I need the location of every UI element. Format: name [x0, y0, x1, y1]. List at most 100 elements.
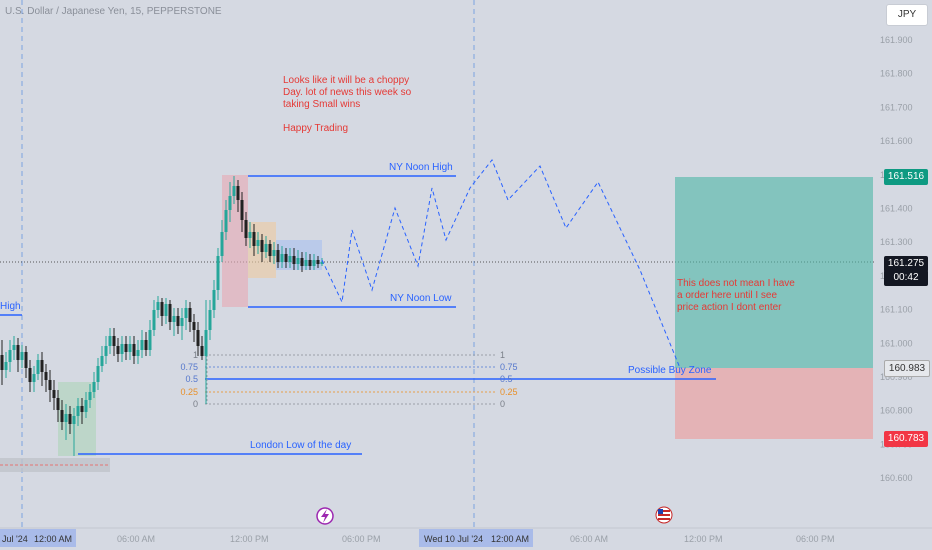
candle-body	[180, 318, 184, 326]
svg-text:0.75: 0.75	[180, 362, 198, 372]
candle-body	[248, 232, 252, 238]
candle-body	[204, 330, 208, 356]
price-axis-label: 161.800	[880, 69, 913, 79]
candle-body	[56, 398, 60, 410]
current-price-badge: 161.275	[884, 256, 928, 272]
svg-text:0.25: 0.25	[500, 387, 518, 397]
candle-body	[144, 340, 148, 350]
candle-body	[296, 258, 300, 264]
candle-body	[24, 352, 28, 368]
svg-text:Happy Trading: Happy Trading	[283, 123, 348, 134]
svg-text:0: 0	[193, 399, 198, 409]
time-left-label: Jul '24	[2, 534, 28, 544]
candle-body	[288, 256, 292, 262]
possible-buy-zone-label: Possible Buy Zone	[628, 365, 712, 376]
candle-body	[276, 250, 280, 262]
lightning-event-icon[interactable]	[316, 507, 334, 525]
candle-body	[72, 416, 76, 424]
currency-button[interactable]: JPY	[886, 4, 928, 26]
svg-text:Day. lot of news this week so: Day. lot of news this week so	[283, 87, 412, 98]
price-axis-label: 161.700	[880, 102, 913, 112]
svg-text:0: 0	[500, 399, 505, 409]
candle-body	[124, 344, 128, 352]
projected-price-path[interactable]	[321, 159, 681, 369]
candle-body	[132, 344, 136, 356]
note-right: This does not mean I have a order here u…	[677, 278, 795, 313]
candle-body	[84, 400, 88, 412]
candle-body	[36, 360, 40, 374]
candle-body	[112, 336, 116, 346]
candle-body	[224, 210, 228, 232]
us-flag-event-icon[interactable]	[655, 506, 673, 524]
price-axis-label: 160.800	[880, 406, 913, 416]
candle-body	[64, 414, 68, 422]
candle-body	[8, 350, 12, 362]
candle-body	[136, 350, 140, 356]
svg-text:12:00 PM: 12:00 PM	[230, 534, 269, 544]
candle-body	[172, 316, 176, 322]
candle-body	[212, 290, 216, 310]
svg-text:taking Small wins: taking Small wins	[283, 99, 360, 110]
candle-body	[284, 254, 288, 262]
time-axis[interactable]	[0, 528, 874, 550]
candle-body	[140, 340, 144, 350]
candle-body	[96, 366, 100, 382]
candle-body	[76, 406, 80, 416]
candle-body	[48, 380, 52, 390]
candle-body	[44, 372, 48, 380]
time-center-time: 12:00 AM	[491, 534, 529, 544]
candle-body	[88, 392, 92, 400]
candle-body	[12, 345, 16, 350]
time-axis-ticks: 06:00 AM 12:00 PM 06:00 PM 06:00 AM 12:0…	[117, 534, 835, 544]
svg-text:0.5: 0.5	[500, 374, 513, 384]
candle-body	[120, 344, 124, 354]
candle-body	[196, 330, 200, 346]
stop-zone	[675, 368, 873, 439]
candle-body	[232, 186, 236, 196]
price-axis-label: 161.000	[880, 338, 913, 348]
svg-text:12:00 PM: 12:00 PM	[684, 534, 723, 544]
svg-text:06:00 PM: 06:00 PM	[796, 534, 835, 544]
countdown-badge: 00:42	[884, 270, 928, 286]
candle-body	[128, 344, 132, 352]
candle-body	[152, 310, 156, 330]
candle-body	[156, 302, 160, 310]
candle-body	[200, 346, 204, 356]
candle-body	[104, 346, 108, 356]
time-axis-left-highlight	[0, 529, 76, 547]
fib-labels-right: 1 0.75 0.5 0.25 0	[500, 350, 518, 409]
candle-body	[4, 362, 8, 370]
svg-text:06:00 PM: 06:00 PM	[342, 534, 381, 544]
price-axis-label: 160.900	[880, 372, 913, 382]
svg-text:06:00 AM: 06:00 AM	[570, 534, 608, 544]
svg-text:a order here until I see: a order here until I see	[677, 290, 777, 301]
chart-title: U.S. Dollar / Japanese Yen, 15, PEPPERST…	[5, 6, 222, 17]
candle-body	[16, 345, 20, 360]
candle-body	[100, 356, 104, 366]
price-axis-label: 161.900	[880, 35, 913, 45]
candle-body	[148, 330, 152, 350]
candle-body	[316, 260, 320, 264]
candle-body	[32, 374, 36, 382]
candle-body	[60, 410, 64, 422]
candle-body	[0, 355, 4, 370]
high-left-label: High	[0, 301, 21, 312]
candle-body	[268, 244, 272, 256]
candle-body	[260, 240, 264, 252]
fib-retracement[interactable]	[205, 354, 496, 405]
candle-body	[20, 352, 24, 360]
candle-body	[308, 260, 312, 266]
svg-text:1: 1	[500, 350, 505, 360]
candle-body	[280, 254, 284, 262]
candle-body	[256, 240, 260, 246]
ny-noon-low-label: NY Noon Low	[390, 293, 452, 304]
target-zone	[675, 177, 873, 368]
candle-body	[272, 250, 276, 256]
candle-body	[160, 302, 164, 316]
candle-body	[320, 262, 324, 264]
svg-text:Looks like it will be a choppy: Looks like it will be a choppy	[283, 75, 409, 86]
svg-text:price action I dont enter: price action I dont enter	[677, 302, 782, 313]
candle-body	[92, 382, 96, 392]
svg-text:1: 1	[193, 350, 198, 360]
